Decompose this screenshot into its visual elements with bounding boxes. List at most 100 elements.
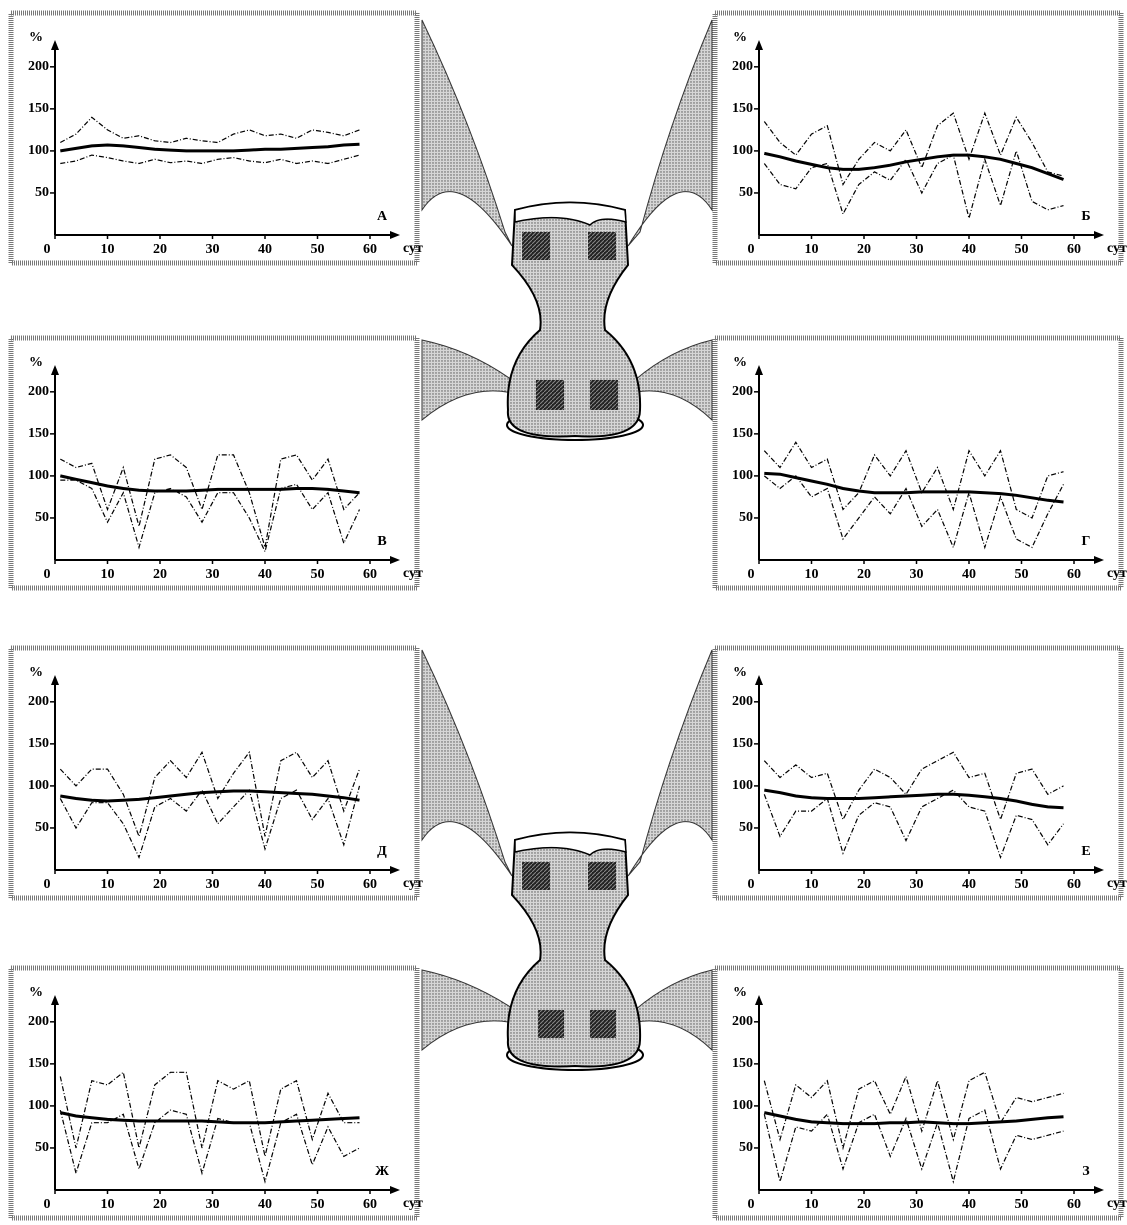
x-tick-label: 40 [258,877,272,892]
panel-frame [11,13,417,263]
y-tick-label: 200 [28,384,49,399]
y-tick-label: 100 [732,468,753,483]
x-axis-label: сут [1107,566,1127,581]
x-tick-label: 60 [363,567,377,582]
y-axis-label: % [733,665,747,680]
x-tick-label: 60 [363,877,377,892]
x-tick-label: 20 [857,1197,871,1212]
y-tick-label: 150 [28,1056,49,1071]
panel: %сутЖ501001502000102030405060 [11,968,423,1218]
y-tick-label: 100 [28,1098,49,1113]
x-tick-label: 10 [805,1197,819,1212]
x-tick-label: 20 [857,877,871,892]
x-tick-label: 40 [962,1197,976,1212]
panel: %сутБ501001502000102030405060 [715,13,1127,263]
y-axis-label: % [29,30,43,45]
x-tick-label: 0 [748,242,755,257]
panel-frame [11,338,417,588]
y-tick-label: 150 [732,426,753,441]
x-tick-label: 50 [311,242,325,257]
x-tick-label: 60 [363,1197,377,1212]
x-tick-label: 50 [311,567,325,582]
x-tick-label: 60 [363,242,377,257]
y-tick-label: 150 [28,101,49,116]
panel-frame [715,338,1121,588]
x-axis-label: сут [403,241,423,256]
bone-lower [507,833,643,1071]
x-axis-label: сут [1107,1196,1127,1211]
x-tick-label: 0 [44,877,51,892]
y-axis-label: % [29,665,43,680]
y-tick-label: 50 [739,510,753,525]
y-axis-label: % [29,355,43,370]
x-tick-label: 60 [1067,877,1081,892]
x-tick-label: 50 [311,1197,325,1212]
x-tick-label: 20 [153,242,167,257]
y-tick-label: 100 [732,778,753,793]
y-tick-label: 50 [739,185,753,200]
y-tick-label: 200 [732,1014,753,1029]
panel-label: Б [1081,209,1090,224]
x-tick-label: 30 [206,567,220,582]
x-tick-label: 40 [962,877,976,892]
x-tick-label: 40 [962,567,976,582]
y-tick-label: 50 [739,1140,753,1155]
y-tick-label: 100 [28,778,49,793]
x-tick-label: 40 [258,242,272,257]
x-tick-label: 0 [748,877,755,892]
page: {"chart_data":[ {"type":"line","title":"… [0,0,1127,1225]
x-tick-label: 10 [805,877,819,892]
panel-frame [11,968,417,1218]
x-tick-label: 0 [748,1197,755,1212]
y-tick-label: 50 [35,185,49,200]
x-axis-label: сут [403,1196,423,1211]
y-tick-label: 50 [35,1140,49,1155]
x-tick-label: 60 [1067,567,1081,582]
y-tick-label: 200 [732,59,753,74]
x-tick-label: 60 [1067,1197,1081,1212]
x-tick-label: 30 [910,242,924,257]
x-tick-label: 0 [44,242,51,257]
x-tick-label: 10 [101,1197,115,1212]
x-tick-label: 20 [153,567,167,582]
x-tick-label: 0 [748,567,755,582]
panel: %сутГ501001502000102030405060 [715,338,1127,588]
panel-label: В [377,534,386,549]
panel-label: Г [1082,534,1091,549]
x-tick-label: 20 [857,567,871,582]
x-tick-label: 50 [311,877,325,892]
y-tick-label: 200 [28,694,49,709]
x-tick-label: 0 [44,1197,51,1212]
y-tick-label: 150 [28,736,49,751]
x-tick-label: 20 [153,1197,167,1212]
x-tick-label: 40 [258,1197,272,1212]
y-axis-label: % [733,355,747,370]
x-tick-label: 30 [206,242,220,257]
y-tick-label: 200 [732,694,753,709]
x-tick-label: 30 [910,877,924,892]
y-tick-label: 150 [732,101,753,116]
x-axis-label: сут [1107,876,1127,891]
x-tick-label: 10 [805,567,819,582]
x-tick-label: 10 [101,242,115,257]
y-tick-label: 150 [732,736,753,751]
x-tick-label: 10 [805,242,819,257]
y-tick-label: 200 [28,1014,49,1029]
x-tick-label: 10 [101,567,115,582]
x-tick-label: 40 [962,242,976,257]
x-tick-label: 50 [1015,242,1029,257]
x-tick-label: 30 [910,567,924,582]
x-tick-label: 20 [153,877,167,892]
panel: %сутВ501001502000102030405060 [11,338,423,588]
y-tick-label: 100 [732,1098,753,1113]
figure: %сутА501001502000102030405060%сутБ501001… [0,0,1127,1225]
y-tick-label: 50 [35,510,49,525]
x-tick-label: 50 [1015,1197,1029,1212]
panel-label: Е [1081,844,1090,859]
x-tick-label: 0 [44,567,51,582]
y-tick-label: 50 [35,820,49,835]
x-tick-label: 50 [1015,567,1029,582]
x-tick-label: 30 [206,1197,220,1212]
x-tick-label: 60 [1067,242,1081,257]
x-axis-label: сут [1107,241,1127,256]
